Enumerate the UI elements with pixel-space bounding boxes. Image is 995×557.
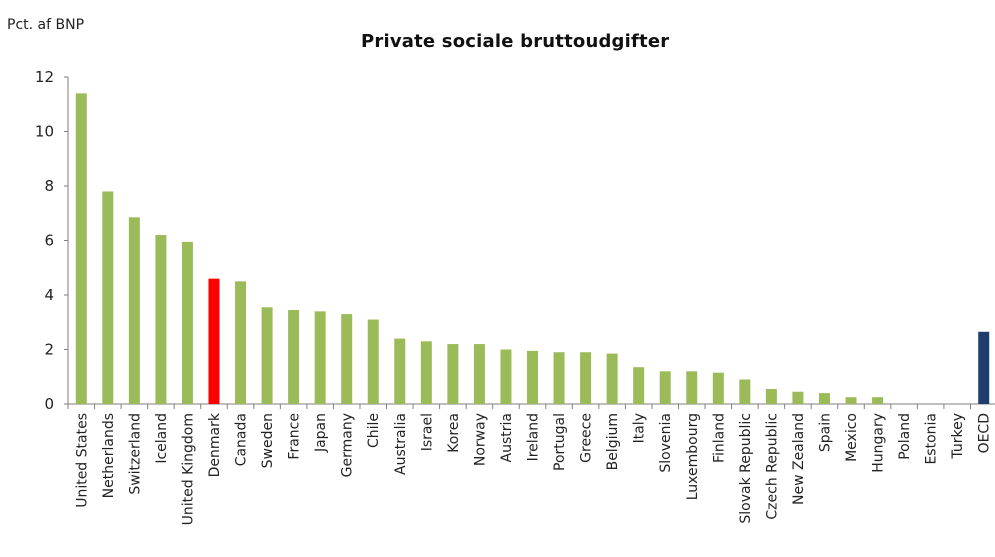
x-tick-label: Germany bbox=[340, 413, 356, 477]
y-tick-label: 2 bbox=[44, 341, 54, 359]
bar bbox=[181, 241, 193, 404]
bar bbox=[155, 235, 167, 404]
bar bbox=[75, 93, 87, 404]
bar bbox=[606, 353, 618, 404]
bar bbox=[128, 217, 140, 404]
bar bbox=[473, 344, 485, 404]
bar bbox=[872, 397, 884, 404]
x-tick-label: France bbox=[287, 413, 303, 460]
x-tick-label: Chile bbox=[366, 413, 382, 448]
x-tick-label: Iceland bbox=[154, 413, 170, 464]
plot-area: 0 2 4 6 8 10 12 United States Netherlands Switzer… bbox=[35, 68, 995, 525]
bar bbox=[765, 389, 777, 404]
y-tick-label: 4 bbox=[44, 286, 54, 304]
y-tick-label: 8 bbox=[44, 177, 54, 195]
x-tick-label: Denmark bbox=[207, 412, 223, 477]
x-tick-label: United States bbox=[74, 413, 90, 508]
x-tick-label: Sweden bbox=[260, 413, 276, 468]
x-tick-label: Luxembourg bbox=[685, 413, 701, 500]
bar bbox=[792, 391, 804, 404]
bar bbox=[845, 397, 857, 404]
x-tick-label: Australia bbox=[393, 413, 409, 475]
bar bbox=[420, 341, 432, 404]
x-tick-label: Slovenia bbox=[658, 413, 674, 473]
bar bbox=[978, 331, 990, 404]
x-tick-label: Hungary bbox=[871, 413, 887, 473]
x-tick-label: Greece bbox=[579, 413, 595, 463]
x-tick-label: Switzerland bbox=[127, 413, 143, 495]
bar bbox=[712, 372, 724, 404]
bar bbox=[394, 338, 406, 404]
bar bbox=[367, 319, 379, 404]
chart-title: Private sociale bruttoudgifter bbox=[361, 31, 670, 52]
x-tick-label: United Kingdom bbox=[180, 413, 196, 525]
x-tick-label: Estonia bbox=[924, 413, 940, 465]
bar bbox=[527, 350, 538, 404]
y-axis-label: Pct. af BNP bbox=[7, 17, 85, 33]
y-tick-label: 12 bbox=[35, 68, 54, 86]
bar bbox=[208, 278, 220, 404]
x-tick-label: Spain bbox=[817, 413, 833, 452]
x-tick-label: Austria bbox=[499, 413, 515, 462]
x-tick-label: Ireland bbox=[526, 413, 542, 461]
x-tick-label: Portugal bbox=[552, 413, 568, 471]
x-tick-label: Israel bbox=[419, 413, 435, 451]
x-tick-label: Norway bbox=[472, 413, 488, 466]
x-tick-label: Slovak Republic bbox=[738, 413, 754, 524]
x-tick-label: Netherlands bbox=[101, 413, 117, 498]
bar bbox=[739, 379, 751, 404]
bar bbox=[235, 281, 247, 404]
bar bbox=[580, 352, 592, 404]
bar bbox=[553, 352, 565, 404]
bar bbox=[314, 311, 326, 404]
bar bbox=[261, 307, 273, 404]
x-tick-label: Mexico bbox=[844, 413, 860, 462]
x-tick-label: Turkey bbox=[950, 413, 966, 460]
x-tick-label: Japan bbox=[313, 413, 329, 453]
bar bbox=[686, 371, 698, 404]
bar bbox=[633, 367, 645, 404]
bar bbox=[447, 344, 459, 404]
y-tick-label: 10 bbox=[35, 123, 54, 141]
bar bbox=[288, 309, 300, 404]
x-tick-label: OECD bbox=[977, 413, 993, 453]
y-tick-label: 6 bbox=[44, 232, 54, 250]
bar bbox=[659, 371, 671, 404]
x-tick-label: Belgium bbox=[605, 413, 621, 470]
x-tick-label: Italy bbox=[632, 413, 648, 443]
x-tick-label: Canada bbox=[234, 413, 250, 466]
x-tick-label: Poland bbox=[897, 413, 913, 460]
bar bbox=[818, 393, 830, 404]
x-tick-label: Korea bbox=[446, 413, 462, 453]
x-tick-label: New Zealand bbox=[791, 413, 807, 505]
bar bbox=[102, 191, 114, 404]
y-tick-label: 0 bbox=[44, 395, 54, 413]
x-tick-label: Czech Republic bbox=[764, 413, 780, 520]
x-tick-label: Finland bbox=[711, 413, 727, 463]
bar bbox=[341, 314, 353, 404]
bar bbox=[500, 349, 512, 404]
